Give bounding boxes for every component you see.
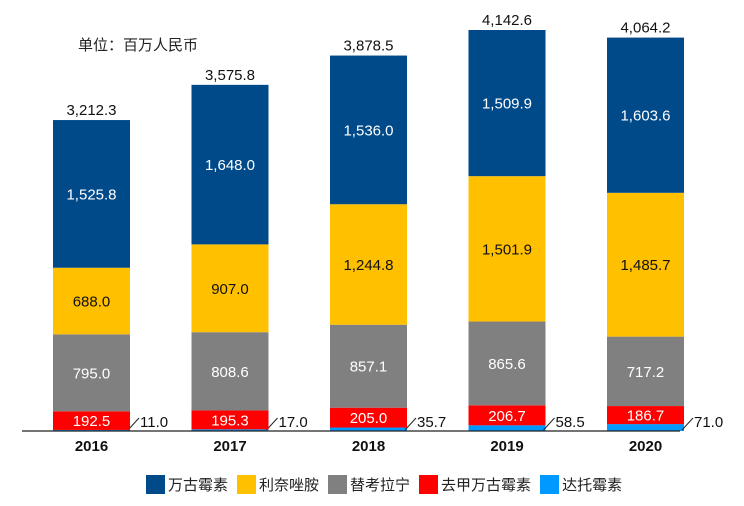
x-tick-label-2016: 2016 — [75, 438, 108, 455]
bar-segment-2020-0 — [607, 424, 684, 431]
data-label-2018-0: 35.7 — [417, 414, 446, 431]
stacked-bar-chart: 11.0 192.5 795.0 688.0 1,525.8 3,212.3 2016 17.… — [22, 12, 723, 455]
bar-segment-2020-3 — [607, 192, 684, 337]
legend-swatch — [328, 475, 348, 494]
data-label-2020-4: 1,603.6 — [620, 108, 670, 125]
data-label-2020-2: 717.2 — [627, 364, 665, 381]
bar-segment-2017-4 — [191, 84, 269, 245]
x-tick-label-2018: 2018 — [352, 438, 385, 455]
data-label-2016-1: 192.5 — [73, 413, 111, 430]
bar-segment-2019-3 — [468, 176, 546, 322]
data-label-2017-1: 195.3 — [211, 412, 249, 429]
bar-segment-2019-2 — [468, 321, 546, 406]
legend-swatch — [419, 475, 439, 494]
data-label-2019-1: 206.7 — [488, 408, 526, 425]
legend-item: 利奈唑胺 — [237, 474, 319, 495]
data-label-2018-2: 857.1 — [350, 359, 388, 376]
legend-swatch — [146, 475, 165, 494]
legend-label: 万古霉素 — [168, 476, 229, 494]
data-label-2019-4: 1,509.9 — [482, 96, 532, 113]
bar-segment-2016-1 — [53, 411, 130, 430]
data-label-2016-4: 1,525.8 — [66, 186, 116, 203]
legend-swatch — [540, 475, 560, 494]
legend-item: 替考拉宁 — [328, 474, 410, 495]
total-label-2019: 4,142.6 — [482, 12, 532, 29]
bar-segment-2017-3 — [191, 244, 269, 333]
data-label-2016-0: 11.0 — [140, 414, 168, 431]
data-label-2018-3: 1,244.8 — [343, 257, 393, 274]
bar-segment-2018-2 — [330, 324, 407, 408]
legend-label: 达托霉素 — [562, 476, 623, 494]
total-label-2016: 3,212.3 — [66, 102, 116, 119]
bar-segment-2018-0 — [330, 427, 407, 431]
legend: 万古霉素 利奈唑胺 替考拉宁 去甲万古霉素 达托霉素 — [146, 474, 631, 495]
bar-segment-2019-4 — [468, 30, 546, 177]
bar-segment-2020-1 — [607, 406, 684, 425]
data-label-2019-3: 1,501.9 — [482, 241, 532, 258]
leader-line-2018 — [404, 417, 417, 431]
bar-segment-2020-4 — [607, 37, 684, 193]
data-label-2017-2: 808.6 — [211, 364, 249, 381]
unit-label: 单位：百万人民币 — [78, 36, 199, 54]
legend-swatch — [237, 475, 257, 494]
legend-item: 达托霉素 — [540, 474, 622, 495]
bar-segment-2018-4 — [330, 55, 407, 205]
bar-segment-2018-3 — [330, 204, 407, 325]
legend-label: 利奈唑胺 — [259, 476, 320, 494]
leader-line-2020 — [681, 417, 694, 431]
data-label-2020-3: 1,485.7 — [620, 257, 670, 274]
x-tick-label-2020: 2020 — [629, 438, 662, 455]
x-tick-label-2017: 2017 — [213, 438, 246, 455]
data-label-2018-1: 205.0 — [350, 410, 388, 427]
bar-segment-2016-2 — [53, 334, 130, 412]
bar-segment-2018-1 — [330, 407, 407, 428]
bar-segment-2017-0 — [191, 429, 269, 431]
bar-segment-2019-0 — [468, 425, 546, 431]
x-tick-label-2019: 2019 — [490, 438, 523, 455]
legend-label: 替考拉宁 — [350, 476, 411, 494]
legend-item: 去甲万古霉素 — [419, 474, 531, 495]
bar-segment-2016-3 — [53, 267, 130, 335]
legend-label: 去甲万古霉素 — [441, 476, 532, 494]
data-label-2018-4: 1,536.0 — [343, 122, 393, 139]
data-label-2017-4: 1,648.0 — [205, 157, 255, 174]
bar-segment-2017-1 — [191, 410, 269, 430]
data-label-2020-0: 71.0 — [694, 414, 723, 431]
bar-segment-2019-1 — [468, 405, 546, 426]
data-label-2019-2: 865.6 — [488, 356, 526, 373]
bar-segment-2017-2 — [191, 332, 269, 411]
data-label-2016-3: 688.0 — [73, 294, 111, 311]
bar-segment-2020-2 — [607, 336, 684, 407]
data-label-2017-0: 17.0 — [279, 414, 308, 431]
data-label-2016-2: 795.0 — [73, 365, 111, 382]
bar-segment-2016-4 — [53, 120, 130, 268]
data-label-2017-3: 907.0 — [211, 281, 249, 298]
legend-item: 万古霉素 — [146, 474, 228, 495]
leader-line-2019 — [543, 417, 555, 431]
data-label-2019-0: 58.5 — [556, 414, 585, 431]
total-label-2020: 4,064.2 — [620, 20, 670, 37]
total-label-2018: 3,878.5 — [343, 38, 393, 55]
total-label-2017: 3,575.8 — [205, 67, 255, 84]
data-label-2020-1: 186.7 — [627, 408, 665, 425]
